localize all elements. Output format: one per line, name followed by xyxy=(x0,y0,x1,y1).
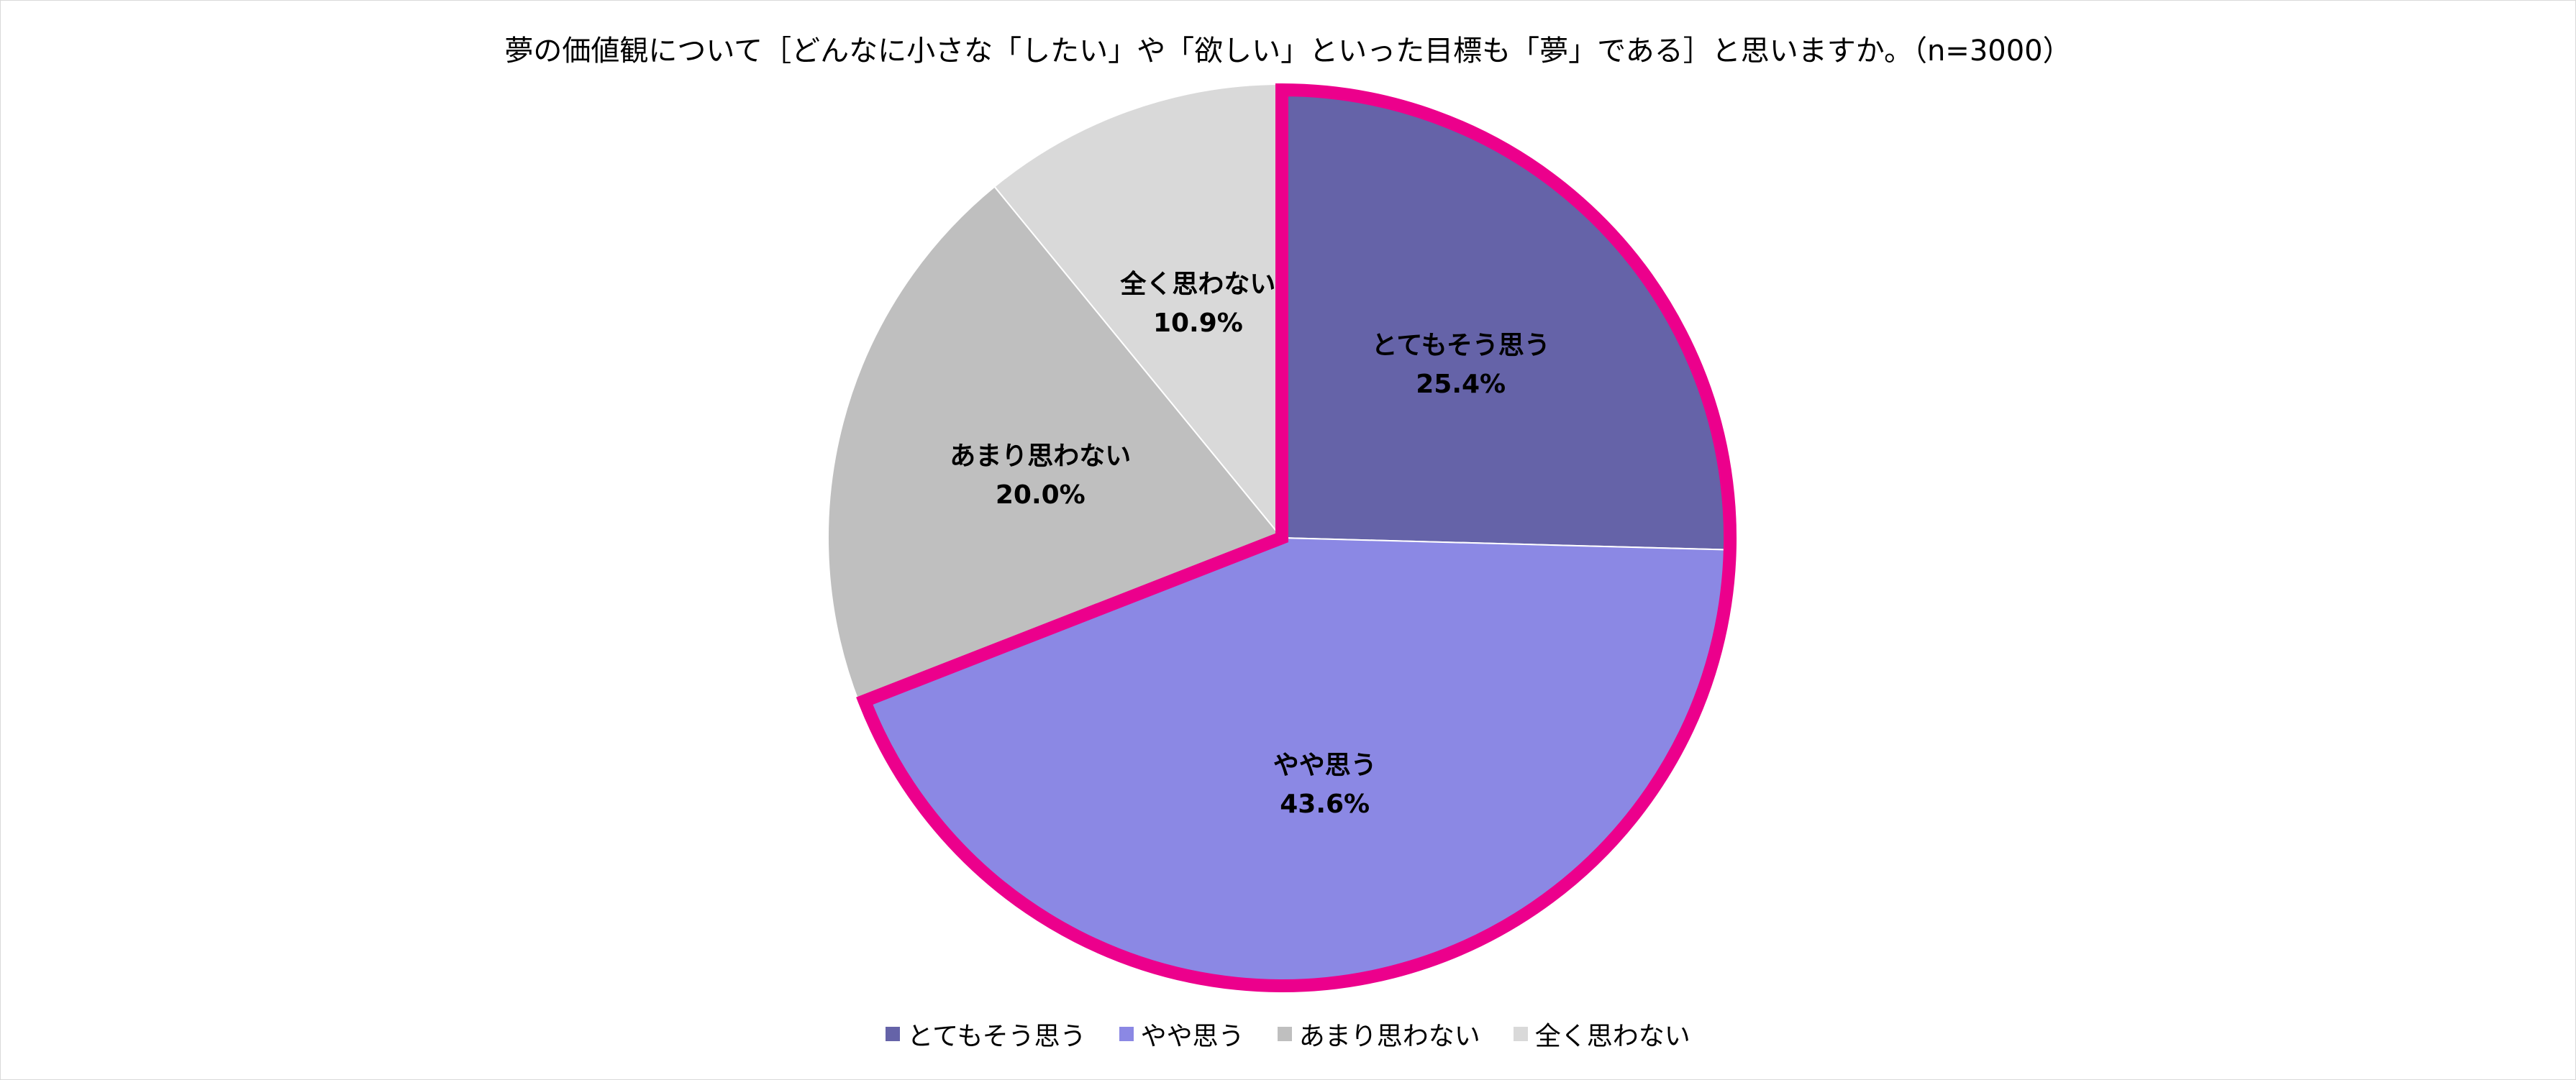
legend-item: とてもそう思う xyxy=(886,1015,1086,1053)
slice-category-label: 全く思わない xyxy=(1119,269,1275,299)
legend-swatch xyxy=(1513,1027,1528,1041)
chart-title: 夢の価値観について［どんなに小さな「したい」や「欲しい」といった目標も「夢」であ… xyxy=(504,35,2072,68)
legend-item: 全く思わない xyxy=(1513,1015,1690,1053)
legend-label: とてもそう思う xyxy=(907,1022,1086,1051)
legend: とてもそう思う やや思う あまり思わない 全く思わない xyxy=(0,1015,2576,1053)
pie-slices xyxy=(827,83,1737,992)
slice-labels: とてもそう思う 25.4% やや思う 43.6% あまり思わない 20.0% 全く思わない 1… xyxy=(950,269,1550,819)
legend-label: 全く思わない xyxy=(1534,1022,1690,1051)
legend-label: あまり思わない xyxy=(1298,1022,1480,1051)
pie-slice-3 xyxy=(827,186,1283,705)
slice-value-label: 20.0% xyxy=(996,480,1086,510)
legend-item: やや思う xyxy=(1119,1015,1244,1053)
legend-swatch xyxy=(1119,1027,1134,1041)
highlight-outline-group xyxy=(856,83,1737,992)
pie-slice-4 xyxy=(993,83,1283,540)
slice-value-label: 43.6% xyxy=(1280,790,1370,819)
slice-value-label: 25.4% xyxy=(1416,370,1506,399)
legend-swatch xyxy=(886,1027,901,1041)
slice-category-label: やや思う xyxy=(1273,751,1377,780)
legend-label: やや思う xyxy=(1140,1022,1244,1051)
legend-swatch xyxy=(1277,1027,1292,1041)
slice-category-label: あまり思わない xyxy=(950,441,1131,471)
highlight-outline xyxy=(856,83,1737,992)
slice-value-label: 10.9% xyxy=(1153,308,1243,338)
slice-category-label: とてもそう思う xyxy=(1371,331,1549,360)
legend-item: あまり思わない xyxy=(1277,1015,1480,1053)
